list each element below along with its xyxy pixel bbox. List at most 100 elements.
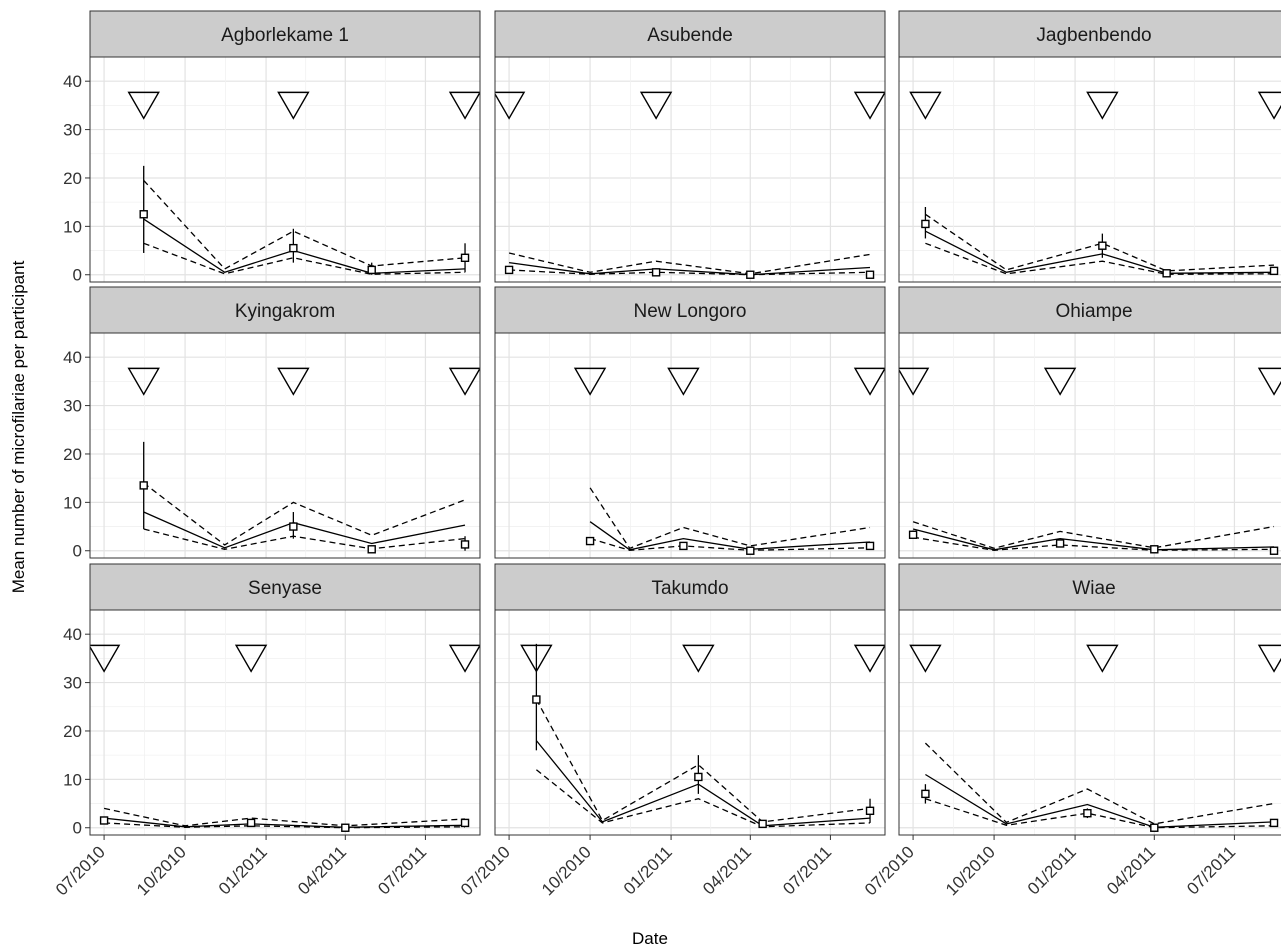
facet-strip (89, 10, 481, 58)
facet-strip-label: New Longoro (633, 301, 746, 322)
panel-border (898, 609, 1281, 836)
observed-point (1083, 809, 1092, 818)
y-tick-label: 10 (63, 770, 82, 789)
facet-grid: Agborlekame 1 0 10 20 30 40 Asubende Jagbenbend… (52, 10, 1281, 899)
y-tick-label: 10 (63, 493, 82, 512)
observed-point (460, 818, 470, 828)
treatment-marker (90, 644, 121, 673)
x-tick-label: 01/2011 (620, 842, 676, 898)
facet-strip-label: Wiae (1072, 578, 1115, 599)
facet-panel: Senyase 0 10 20 30 40 07/2010 10/2010 01/2011 04/… (52, 563, 481, 899)
panel-data (90, 644, 480, 832)
panel-data (909, 91, 1281, 278)
treatment-marker (1086, 91, 1119, 120)
treatment-marker (573, 367, 607, 396)
x-tick-label: 01/2011 (1024, 842, 1080, 898)
panel-data (127, 367, 480, 554)
panel-border (494, 56, 886, 283)
y-tick-label: 0 (73, 266, 82, 285)
facet-panel: Wiae 07/2010 10/2010 01/2011 04/2011 07/2011 (861, 563, 1281, 899)
panel-data (909, 644, 1281, 832)
facet-strip-label: Jagbenbendo (1036, 25, 1151, 46)
y-tick-label: 10 (63, 217, 82, 236)
treatment-marker (448, 367, 480, 396)
treatment-marker (853, 644, 885, 673)
facet-strip-label: Asubende (647, 25, 733, 46)
y-tick-label: 0 (73, 542, 82, 561)
observed-point (1162, 269, 1171, 278)
treatment-marker (853, 367, 885, 396)
x-tick-label: 07/2011 (779, 842, 835, 898)
model-lower-line (925, 798, 1275, 829)
observed-point (139, 481, 148, 490)
observed-point (460, 540, 470, 549)
panel-border (89, 609, 481, 836)
panel-background (495, 333, 885, 558)
model-upper-line (912, 521, 1275, 549)
observed-point (1150, 545, 1159, 554)
facet-strip (89, 286, 481, 334)
observed-point (921, 789, 930, 799)
observed-point (758, 819, 767, 829)
facet-panel: Kyingakrom 0 10 20 30 40 (63, 286, 481, 561)
treatment-marker (1043, 367, 1077, 396)
observed-point (679, 541, 688, 551)
observed-point (1055, 539, 1065, 548)
x-axis-title: Date (632, 929, 668, 948)
treatment-marker (520, 644, 553, 673)
y-tick-label: 20 (63, 445, 82, 464)
facet-strip-label: Senyase (248, 578, 322, 599)
model-upper-line (924, 742, 1275, 825)
x-tick-label: 04/2011 (699, 842, 755, 898)
observed-point (532, 695, 541, 704)
facet-panel: Agborlekame 1 0 10 20 30 40 (63, 10, 481, 285)
observed-point (341, 823, 350, 832)
grid (495, 610, 885, 835)
treatment-marker (448, 644, 480, 673)
grid (90, 57, 480, 282)
observed-point (865, 541, 875, 551)
treatment-marker (277, 367, 310, 396)
y-tick-label: 30 (63, 121, 82, 140)
treatment-marker (1257, 644, 1281, 673)
observed-point (865, 270, 875, 279)
y-axis-title: Mean number of microfilariae per partici… (9, 260, 28, 593)
panel-background (899, 57, 1281, 282)
y-tick-label: 30 (63, 674, 82, 693)
x-tick-label: 07/2010 (52, 842, 109, 899)
panel-data (520, 643, 885, 829)
treatment-marker (277, 91, 310, 120)
panel-data (899, 367, 1281, 555)
facet-strip (494, 286, 886, 334)
observed-point (289, 243, 298, 253)
y-tick-label: 40 (63, 348, 82, 367)
treatment-marker (909, 644, 942, 673)
panel-data (495, 91, 885, 279)
facet-strip (89, 563, 481, 611)
treatment-marker (899, 367, 930, 396)
treatment-marker (1257, 367, 1281, 396)
panel-border (898, 332, 1281, 559)
panel-background (90, 57, 480, 282)
panel-border (494, 609, 886, 836)
panel-border (89, 56, 481, 283)
model-upper-line (143, 482, 466, 546)
observed-point (289, 522, 298, 531)
observed-point (694, 772, 703, 782)
panel-background (495, 57, 885, 282)
treatment-marker (448, 91, 480, 120)
observed-point (908, 530, 918, 539)
treatment-marker (639, 91, 673, 120)
facet-panel: Jagbenbendo (898, 10, 1281, 283)
observed-point (246, 818, 256, 828)
panel-background (90, 610, 480, 835)
observed-point (1098, 241, 1107, 250)
x-tick-label: 01/2011 (215, 842, 271, 898)
x-tick-label: 10/2010 (133, 842, 190, 899)
observed-point (139, 210, 148, 219)
model-lower-line (535, 769, 871, 828)
facet-strip-label: Kyingakrom (235, 301, 335, 322)
grid (899, 333, 1281, 558)
treatment-marker (682, 644, 715, 673)
